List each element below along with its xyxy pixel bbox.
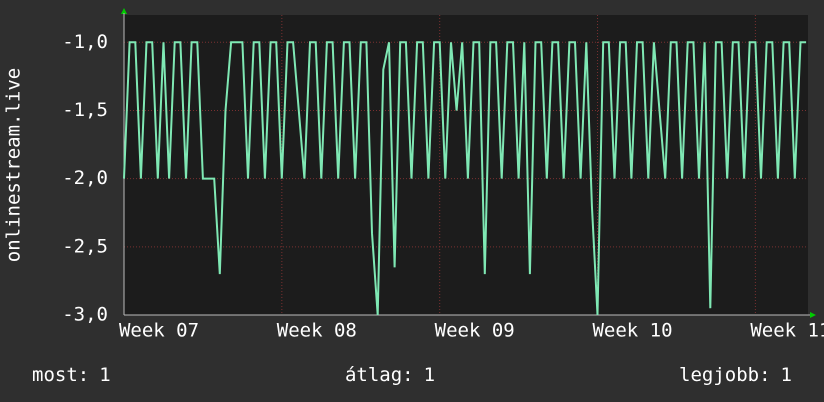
axis-arrow xyxy=(121,8,127,14)
x-tick-label: Week 07 xyxy=(119,320,199,342)
footer-stat: most: 1 xyxy=(32,364,111,386)
y-tick-label: -3,0 xyxy=(62,304,108,326)
stat-value: 1 xyxy=(781,364,792,386)
x-tick-label: Week 09 xyxy=(435,320,515,342)
y-tick-label: -1,5 xyxy=(62,99,108,121)
y-tick-label: -2,0 xyxy=(62,167,108,189)
x-tick-label: Week 10 xyxy=(592,320,672,342)
axis-arrow xyxy=(810,312,816,318)
stat-label: legjobb: xyxy=(679,364,771,386)
y-tick-label: -2,5 xyxy=(62,235,108,257)
footer-stat: átlag: 1 xyxy=(345,364,435,386)
x-tick-label: Week 08 xyxy=(277,320,357,342)
data-line xyxy=(123,41,807,316)
y-axis-label: onlinestream.live xyxy=(3,68,25,262)
x-tick-label: Week 11 xyxy=(750,320,824,342)
y-tick-label: -1,0 xyxy=(62,31,108,53)
stat-label: most: xyxy=(32,364,89,386)
stat-value: 1 xyxy=(99,364,110,386)
stat-value: 1 xyxy=(424,364,435,386)
footer-stat: legjobb: 1 xyxy=(679,364,792,386)
stat-label: átlag: xyxy=(345,364,414,386)
